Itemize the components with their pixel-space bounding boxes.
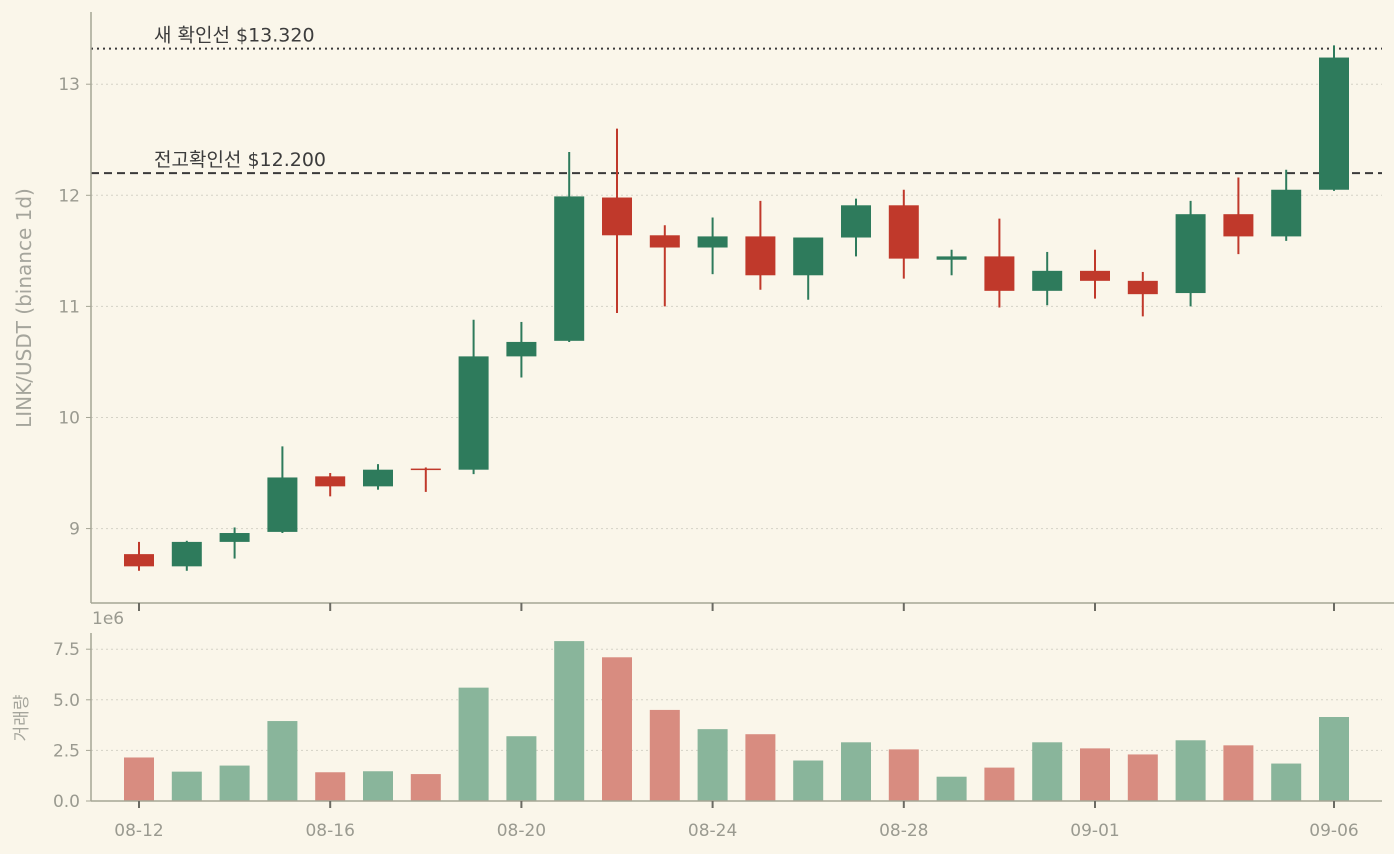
x-tick-label: 08-28	[879, 821, 928, 841]
candle-body	[1223, 214, 1254, 237]
volume-axis-title: 거래량	[12, 694, 32, 741]
volume-bar	[1223, 745, 1254, 801]
volume-bar	[841, 742, 871, 801]
candle-body	[1319, 57, 1349, 190]
price-axis-title: LINK/USDT (binance 1d)	[12, 188, 36, 428]
candle-body	[124, 554, 154, 567]
candle-body	[219, 533, 250, 542]
candle-body	[793, 237, 824, 276]
candle-body	[315, 476, 346, 487]
volume-tick-label: 5.0	[53, 691, 80, 711]
volume-bar	[649, 709, 680, 801]
volume-tick-label: 0.0	[53, 792, 80, 812]
x-tick-label: 09-06	[1309, 821, 1358, 841]
volume-bar	[888, 749, 919, 801]
candle-body	[1271, 189, 1302, 237]
candle-body	[410, 468, 441, 471]
volume-bar	[936, 776, 967, 801]
volume-tick-label: 2.5	[53, 741, 80, 761]
candle-body	[1032, 270, 1063, 291]
volume-bar	[410, 774, 441, 801]
candles	[124, 45, 1349, 571]
candle-body	[554, 196, 585, 341]
volume-bar	[984, 767, 1015, 801]
volume-bar	[1175, 740, 1206, 801]
volume-bar	[697, 729, 728, 801]
candle-body	[984, 256, 1015, 291]
volume-bars	[124, 641, 1349, 801]
volume-bar	[1319, 717, 1349, 801]
x-tick-label: 08-20	[497, 821, 546, 841]
volume-scale-label: 1e6	[92, 609, 124, 629]
volume-bar	[315, 772, 346, 801]
reference-lines: 새 확인선 $13.320 전고확인선 $12.200	[91, 25, 1382, 175]
volume-bar	[458, 687, 489, 801]
volume-bar	[1032, 742, 1063, 801]
candle-body	[171, 541, 202, 567]
candle-body	[458, 356, 489, 470]
price-tick-label: 10	[58, 408, 80, 428]
reference-line-label: 새 확인선 $13.320	[154, 25, 315, 47]
candle-body	[649, 235, 680, 248]
candle-body	[745, 236, 776, 276]
candle-body	[1080, 270, 1110, 281]
price-tick-label: 12	[58, 186, 80, 206]
candle-body	[841, 205, 871, 238]
volume-bar	[554, 641, 585, 801]
candle-body	[936, 256, 967, 260]
volume-bar	[267, 721, 298, 801]
reference-line-label: 전고확인선 $12.200	[154, 149, 326, 171]
volume-bar	[793, 760, 824, 801]
candle-body	[1127, 280, 1158, 295]
volume-tick-label: 7.5	[53, 640, 80, 660]
volume-bar	[363, 771, 393, 801]
volume-bar	[506, 736, 537, 801]
price-tick-label: 11	[58, 297, 80, 317]
volume-bar	[171, 771, 202, 801]
volume-bar	[1271, 763, 1302, 801]
volume-bar	[124, 757, 154, 801]
candle-body	[363, 469, 393, 487]
volume-bar	[1127, 754, 1158, 801]
x-tick-label: 09-01	[1070, 821, 1119, 841]
x-tick-label: 08-24	[688, 821, 737, 841]
grid-lines	[91, 83, 1382, 751]
volume-bar	[1080, 748, 1110, 801]
candle-body	[888, 205, 919, 259]
candle-body	[506, 341, 537, 357]
price-tick-label: 13	[58, 75, 80, 95]
candle-body	[1175, 214, 1206, 294]
price-tick-label: 9	[69, 520, 80, 540]
volume-bar	[602, 657, 632, 801]
axes: 9 10 11 12 13 0.0 2.5 5.0 7.5 08-12 08-16 08-20 08-2…	[53, 12, 1394, 841]
candle-body	[697, 236, 728, 248]
candle-body	[602, 197, 632, 236]
volume-bar	[219, 765, 250, 801]
candle-body	[267, 477, 298, 532]
volume-bar	[745, 734, 776, 801]
x-tick-label: 08-16	[305, 821, 354, 841]
x-tick-label: 08-12	[114, 821, 163, 841]
